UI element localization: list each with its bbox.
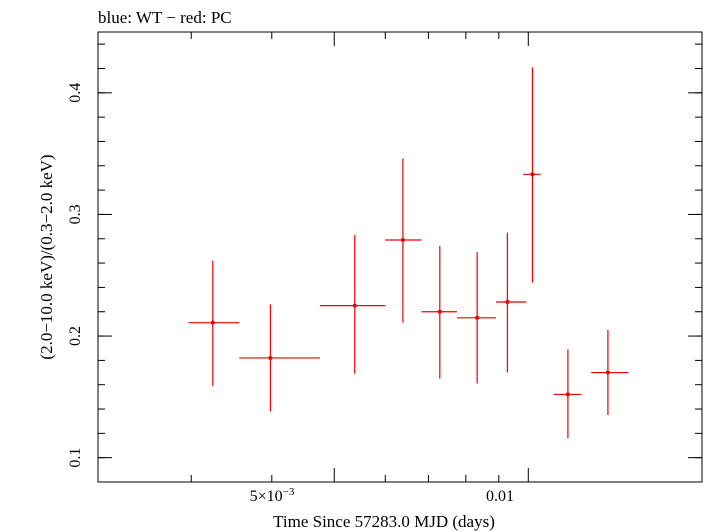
data-point [319, 235, 386, 374]
data-point [523, 67, 541, 283]
y-tick-label: 0.1 [67, 448, 84, 468]
data-marker [530, 172, 535, 177]
data-point [188, 260, 240, 386]
data-point [421, 246, 457, 379]
data-marker [268, 355, 273, 360]
plot-frame [97, 31, 703, 483]
data-marker [565, 392, 570, 397]
data-marker [210, 320, 215, 325]
y-tick-label: 0.4 [67, 83, 84, 103]
data-series-pc [188, 67, 629, 439]
x-tick-label-0-01: 0.01 [486, 488, 514, 505]
y-axis-label: (2.0−10.0 keV)/(0.3−2.0 keV) [37, 154, 56, 359]
y-tick-label: 0.3 [67, 204, 84, 224]
data-marker [437, 309, 442, 314]
data-marker [605, 370, 610, 375]
y-tick-labels: 0.1 0.2 0.3 0.4 [67, 83, 84, 468]
x-tick-label-5e-3: 5×10−3 [250, 486, 295, 505]
x-axis-label: Time Since 57283.0 MJD (days) [273, 512, 495, 531]
data-point [385, 158, 422, 323]
data-marker [505, 300, 510, 304]
data-marker [352, 303, 357, 308]
data-point [495, 232, 527, 373]
y-tick-label: 0.2 [67, 326, 84, 346]
data-point [239, 304, 320, 412]
data-marker [475, 315, 480, 320]
data-point [591, 329, 629, 416]
chart-title: blue: WT − red: PC [98, 8, 232, 27]
data-point [456, 252, 496, 384]
data-point [553, 349, 582, 439]
axis-ticks [98, 32, 702, 483]
data-marker [400, 237, 405, 242]
